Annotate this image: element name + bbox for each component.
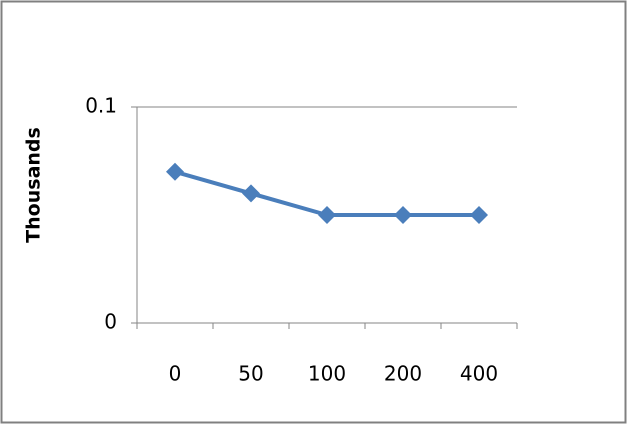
y-tick-label: 0.1	[85, 94, 117, 118]
x-tick-label: 200	[384, 362, 422, 386]
y-tick-label: 0	[104, 310, 117, 334]
point-marker	[242, 184, 260, 203]
point-marker	[470, 206, 488, 224]
x-tick-label: 400	[460, 362, 498, 386]
x-tick-label: 100	[308, 362, 346, 386]
x-tick-label: 0	[169, 362, 182, 386]
point-marker	[394, 206, 412, 224]
y-axis-label: Thousands	[23, 127, 45, 243]
point-marker	[166, 162, 184, 181]
x-tick-label: 50	[238, 362, 263, 386]
point-marker	[318, 206, 336, 224]
